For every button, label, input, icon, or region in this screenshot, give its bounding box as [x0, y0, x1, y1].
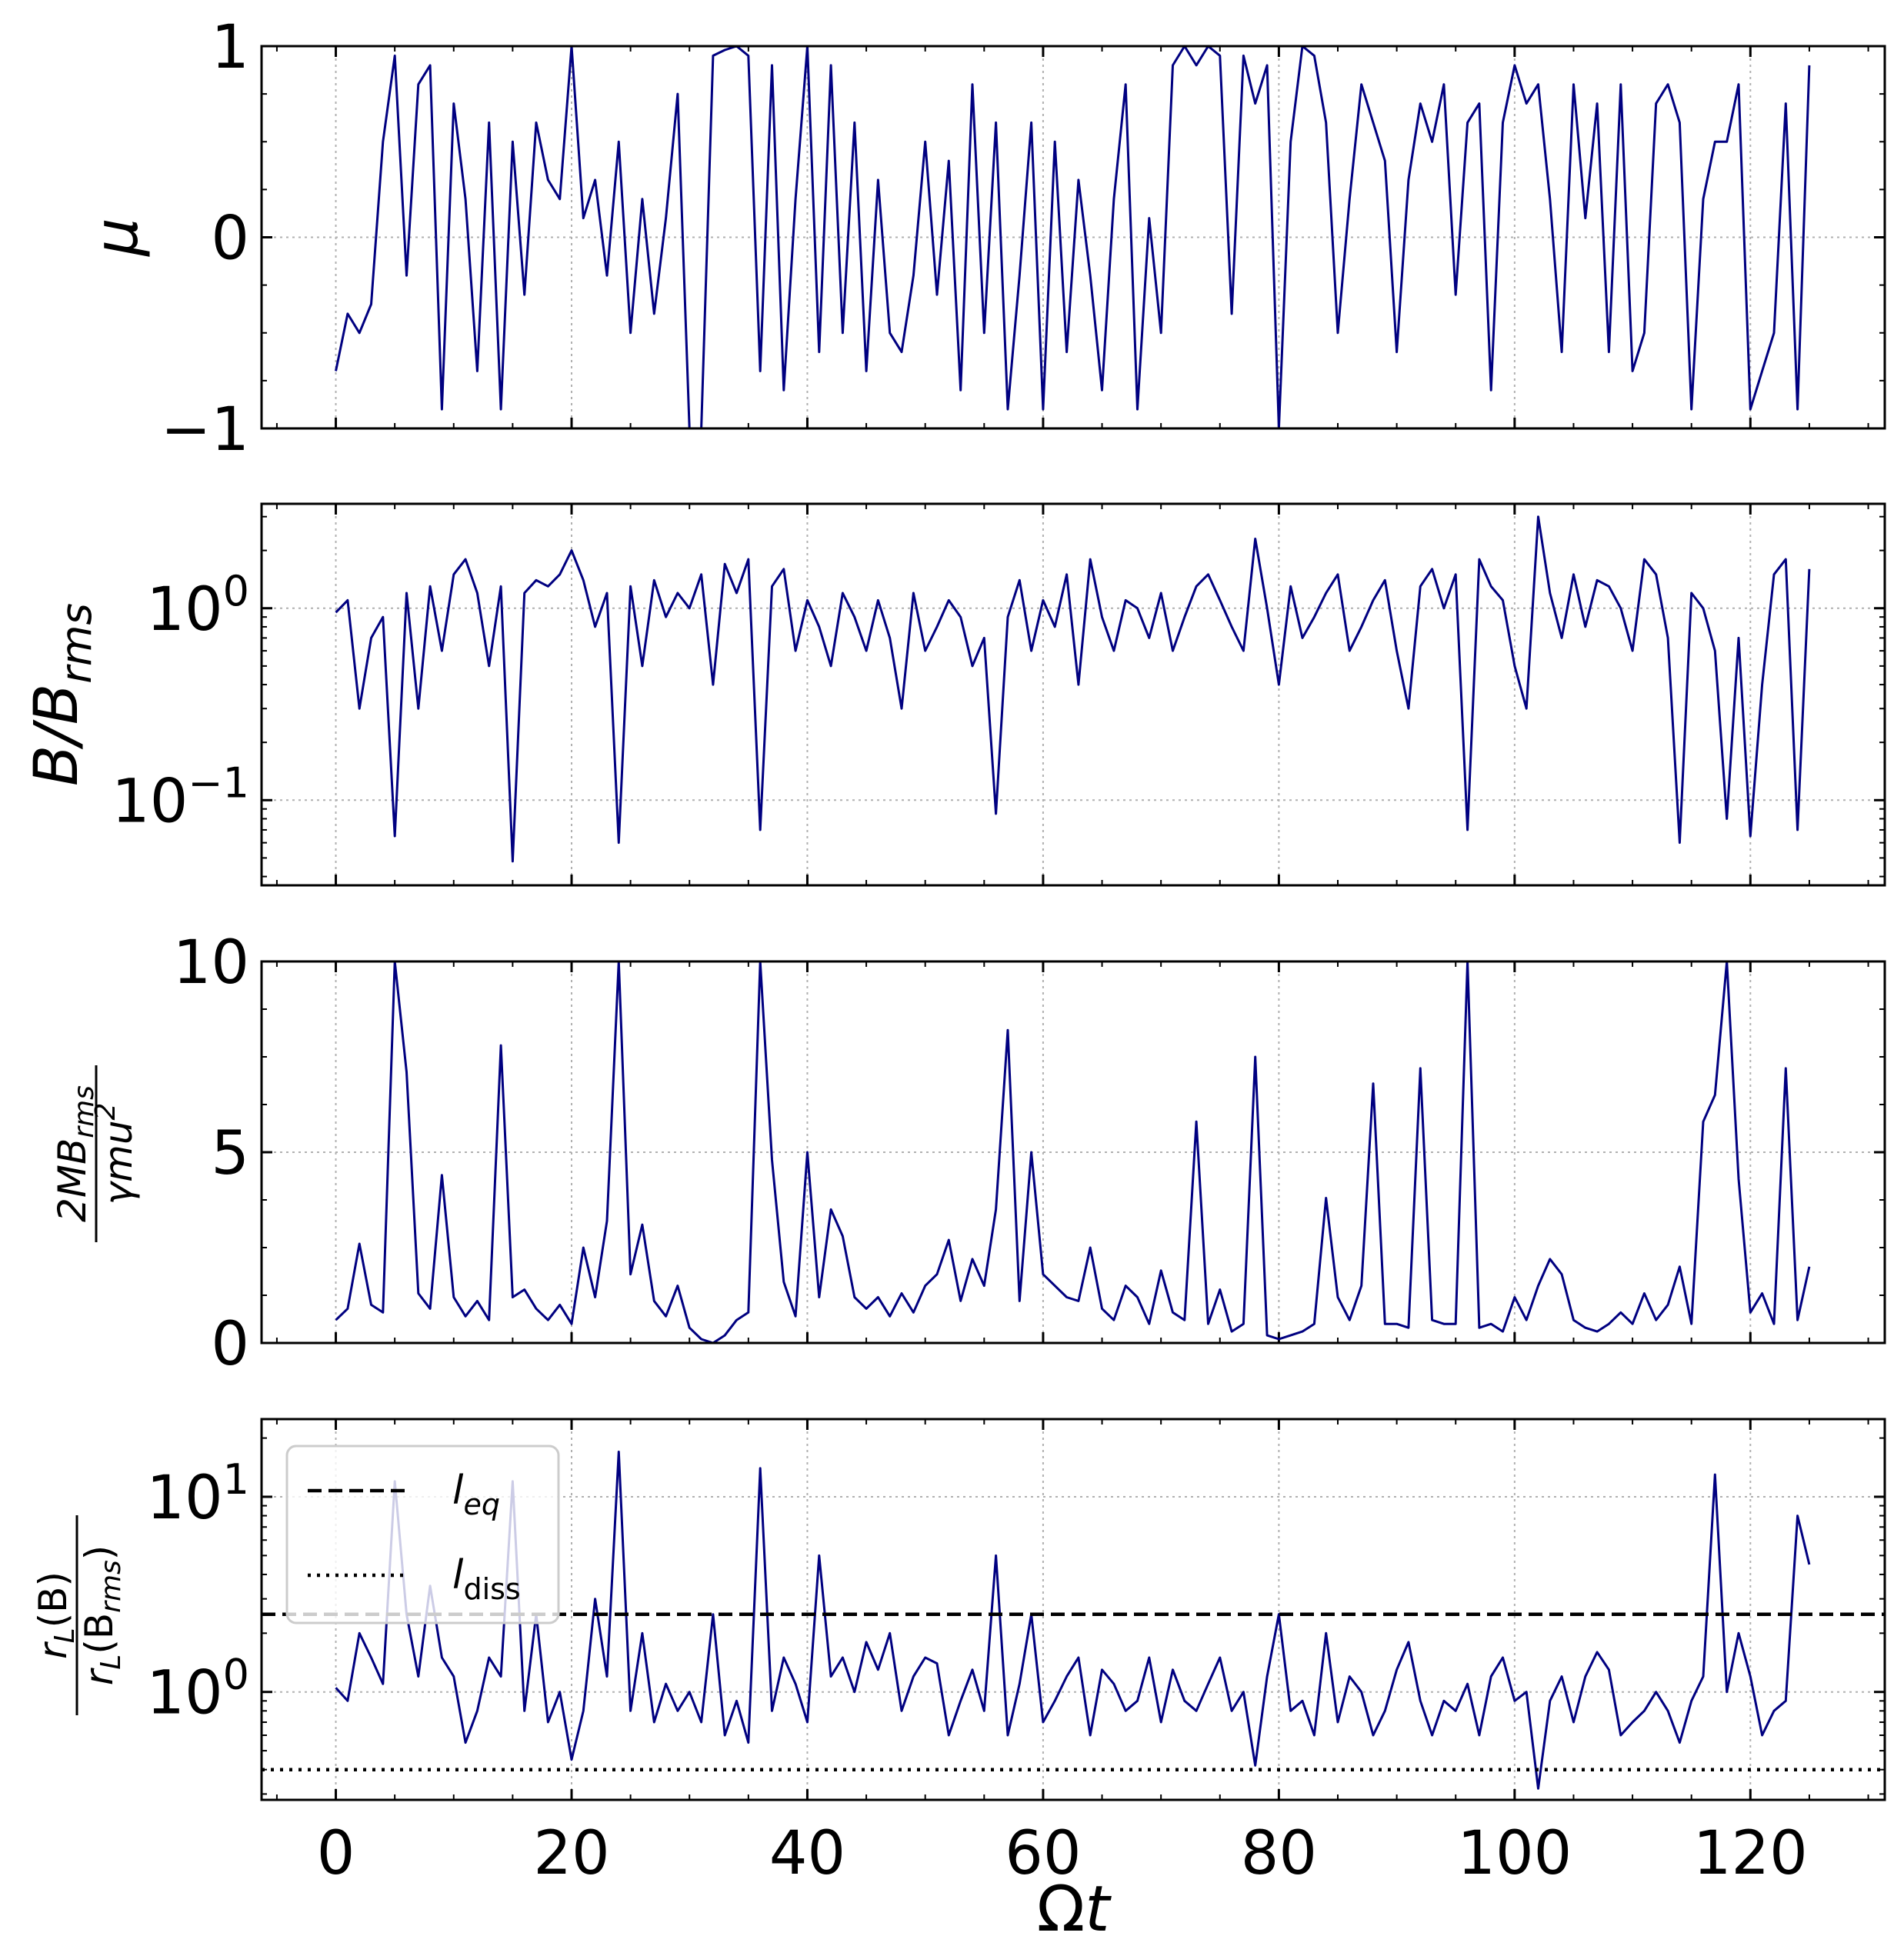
larmor-axis-label: rL(B) rL(Brms)	[31, 1515, 127, 1715]
larmor-num-arg: (B)	[31, 1571, 75, 1628]
larmor-label-denominator: rL(Brms)	[77, 1545, 127, 1686]
moment-label-numerator: 2MBrms	[50, 1085, 100, 1222]
larmor-den-sub: L	[95, 1654, 127, 1670]
field-ratio-grid	[262, 504, 1885, 885]
y-tick-label: 10−1	[112, 758, 249, 836]
legend-leq-label: leq	[452, 1468, 500, 1521]
moment-panel: 10 5 0 2MBrms γmu2	[50, 928, 1886, 1379]
y-tick-label: 0	[211, 205, 249, 274]
moment-grid	[262, 961, 1885, 1344]
y-tick-label: 101	[146, 1455, 249, 1533]
larmor-label-numerator: rL(B)	[31, 1571, 81, 1659]
legend-ldiss-label: ldiss	[452, 1552, 521, 1606]
field-ratio-axes-frame	[260, 502, 1886, 887]
larmor-num-sub: L	[49, 1628, 81, 1643]
larmor-axes-frame	[260, 1418, 1886, 1801]
moment-axis-label: 2MBrms γmu2	[50, 1065, 141, 1242]
x-tick-label: 20	[533, 1819, 609, 1888]
series-line-moment	[335, 960, 1811, 1345]
mu-y-ticks: 1 0 −1	[161, 13, 1885, 465]
moment-den-sup: 2	[90, 1103, 122, 1121]
y-tick-label: 5	[211, 1119, 249, 1188]
moment-den-main: γmu	[96, 1120, 141, 1205]
x-tick-labels: 0 20 40 60 80 100 120	[317, 1819, 1808, 1888]
y-tick-label: 100	[146, 1651, 249, 1728]
moment-series	[335, 960, 1811, 1345]
y-tick-label: 10	[173, 928, 249, 998]
x-tick-label: 120	[1693, 1819, 1808, 1888]
larmor-den-close: )	[77, 1545, 122, 1561]
x-tick-label: 60	[1005, 1819, 1081, 1888]
y-tick-label: −1	[161, 395, 249, 465]
moment-label-denominator: γmu2	[90, 1103, 141, 1205]
larmor-den-arg-sub: rms	[95, 1560, 127, 1613]
mu-panel: 1 0 −1 μ	[82, 13, 1886, 465]
field-ratio-panel: 100 10−1 B/Brms	[22, 502, 1886, 887]
x-tick-label: 40	[769, 1819, 845, 1888]
moment-y-ticks: 10 5 0	[173, 928, 1885, 1379]
larmor-minor-ticks	[275, 1419, 1869, 1800]
x-tick-label: 0	[317, 1819, 355, 1888]
x-axis-label: Ωt	[1037, 1873, 1112, 1946]
field-ratio-axis-label: B/Brms	[22, 603, 101, 786]
field-ratio-series	[335, 515, 1811, 863]
larmor-num-main: r	[31, 1641, 75, 1659]
mu-series	[335, 45, 1811, 430]
field-ratio-label-sub: rms	[52, 603, 101, 684]
y-tick-label: 1	[211, 13, 249, 82]
legend: leq ldiss	[285, 1445, 560, 1624]
series-line-rL_ratio	[335, 1451, 1811, 1790]
field-ratio-label-main: B/B	[22, 684, 92, 786]
larmor-y-ticks: 101 100	[146, 1437, 1885, 1795]
mu-grid	[262, 45, 1885, 429]
y-tick-label: 0	[211, 1310, 249, 1379]
mu-axis-label: μ	[82, 218, 152, 258]
larmor-series	[335, 1451, 1811, 1790]
larmor-den-main: r	[77, 1667, 122, 1685]
series-line-mu	[335, 45, 1811, 430]
series-line-B_over_Brms	[335, 515, 1811, 863]
x-tick-label: 100	[1457, 1819, 1572, 1888]
x-tick-label: 80	[1241, 1819, 1317, 1888]
moment-num-main: 2MB	[50, 1138, 95, 1222]
y-tick-label: 100	[146, 567, 249, 645]
moment-num-sub: rms	[68, 1085, 100, 1138]
field-ratio-y-ticks: 100 10−1	[112, 515, 1885, 878]
larmor-den-arg: (B	[77, 1613, 122, 1654]
